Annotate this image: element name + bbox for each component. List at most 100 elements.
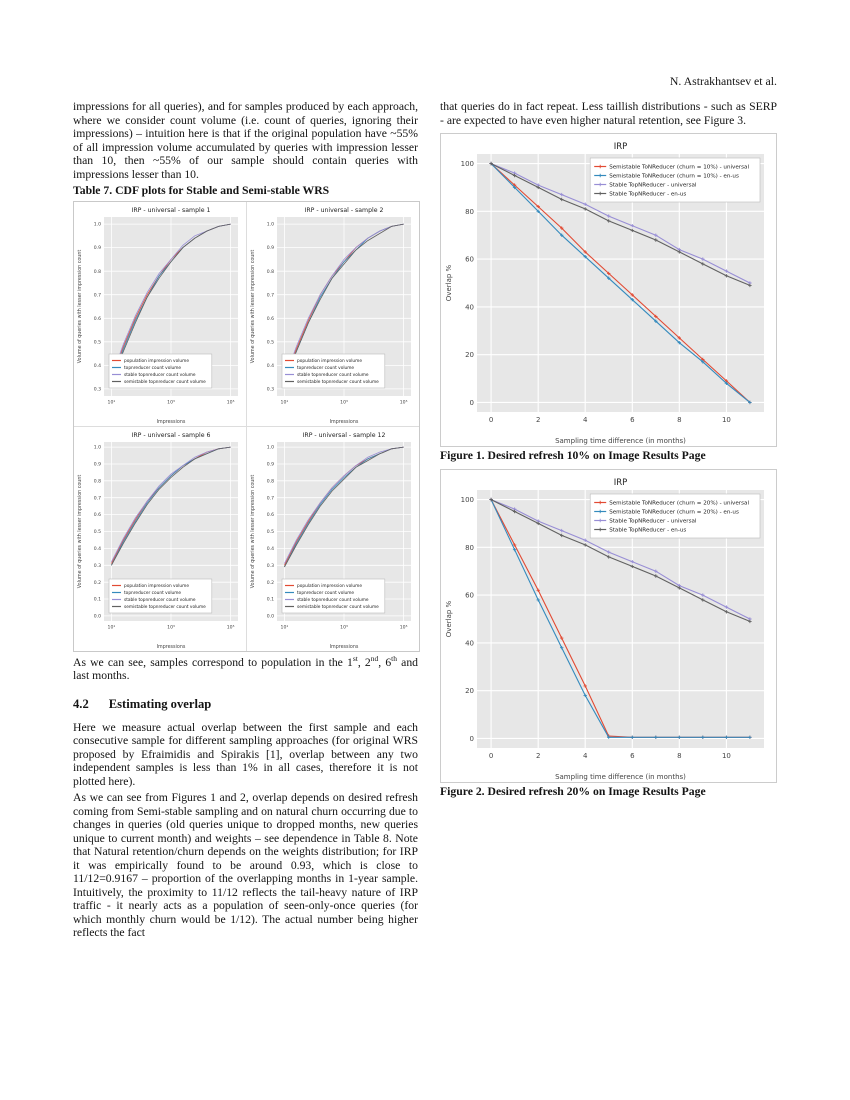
svg-text:60: 60 bbox=[465, 256, 474, 264]
svg-text:10¹: 10¹ bbox=[281, 399, 289, 405]
svg-text:Semistable ToNReducer (churn =: Semistable ToNReducer (churn = 20%) - en… bbox=[609, 509, 739, 515]
svg-text:Stable TopNReducer - universal: Stable TopNReducer - universal bbox=[609, 518, 697, 524]
svg-text:0.6: 0.6 bbox=[267, 315, 274, 321]
svg-text:8: 8 bbox=[677, 416, 681, 424]
svg-text:IRP - universal - sample 1: IRP - universal - sample 1 bbox=[132, 207, 211, 214]
svg-text:Volume of queries with lesser: Volume of queries with lesser impression… bbox=[250, 474, 256, 588]
svg-text:10³: 10³ bbox=[167, 399, 175, 405]
svg-text:20: 20 bbox=[465, 687, 474, 695]
svg-text:1.0: 1.0 bbox=[267, 444, 274, 450]
svg-text:0.1: 0.1 bbox=[94, 596, 101, 602]
svg-text:0.2: 0.2 bbox=[94, 579, 101, 585]
svg-text:Volume of queries with lesser: Volume of queries with lesser impression… bbox=[250, 249, 256, 363]
svg-text:IRP: IRP bbox=[614, 478, 628, 488]
paragraph-after-table: As we can see, samples correspond to pop… bbox=[73, 653, 418, 683]
after-table-text-part: , 6 bbox=[378, 655, 392, 669]
svg-text:population impression volume: population impression volume bbox=[297, 358, 362, 364]
svg-text:0.5: 0.5 bbox=[94, 529, 101, 535]
svg-text:semistable topnreducer count v: semistable topnreducer count volume bbox=[297, 379, 379, 385]
svg-text:2: 2 bbox=[536, 416, 540, 424]
cdf-plot-sample-12: 0.0 0.1 0.2 0.3 0.4 0.5 0.6 0.7 0.8 0.9 1.0 10¹ 10³ 1… bbox=[247, 426, 419, 651]
svg-text:IRP - universal - sample 2: IRP - universal - sample 2 bbox=[305, 207, 384, 214]
svg-text:100: 100 bbox=[461, 160, 474, 168]
svg-text:stable topnreducer count volum: stable topnreducer count volume bbox=[297, 597, 369, 603]
svg-text:0.5: 0.5 bbox=[267, 339, 274, 345]
svg-text:topnreducer count volume: topnreducer count volume bbox=[297, 365, 354, 371]
section-title: Estimating overlap bbox=[108, 696, 212, 711]
svg-text:Volume of queries with lesser: Volume of queries with lesser impression… bbox=[77, 249, 83, 363]
svg-text:Impressions: Impressions bbox=[330, 644, 359, 650]
svg-text:Sampling time difference (in m: Sampling time difference (in months) bbox=[555, 773, 686, 781]
figure1-overlap-chart: 0 20 40 60 80 100 0 2 4 6 8 10 IRP Sampling time diff… bbox=[445, 142, 764, 445]
running-header-authors: N. Astrakhantsev et al. bbox=[669, 74, 777, 88]
svg-text:0.0: 0.0 bbox=[267, 613, 274, 619]
svg-text:0.4: 0.4 bbox=[94, 546, 101, 552]
cdf-plot-sample-6: 0.0 0.1 0.2 0.3 0.4 0.5 0.6 0.7 0.8 0.9 1.0 10¹ 10³ 1… bbox=[74, 426, 246, 651]
svg-text:population impression volume: population impression volume bbox=[124, 358, 189, 364]
svg-text:10¹: 10¹ bbox=[108, 399, 116, 405]
figure2-overlap-chart: 0 20 40 60 80 100 0 2 4 6 8 10 IRP Sampling time diff… bbox=[445, 478, 764, 781]
svg-text:population impression volume: population impression volume bbox=[124, 583, 189, 589]
table7-caption: Table 7. CDF plots for Stable and Semi-s… bbox=[73, 184, 330, 197]
svg-text:2: 2 bbox=[536, 752, 540, 760]
figure1-box: 0 20 40 60 80 100 0 2 4 6 8 10 IRP Sampling time diff… bbox=[440, 133, 777, 447]
svg-text:0.1: 0.1 bbox=[267, 596, 274, 602]
section-number: 4.2 bbox=[73, 696, 89, 711]
svg-text:0.3: 0.3 bbox=[94, 386, 101, 392]
right-column: that queries do in fact repeat. Less tai… bbox=[440, 100, 777, 801]
svg-text:Semistable ToNReducer (churn =: Semistable ToNReducer (churn = 10%) - en… bbox=[609, 174, 739, 180]
superscript-nd: nd bbox=[370, 653, 379, 663]
svg-text:10³: 10³ bbox=[340, 624, 348, 630]
svg-text:1.0: 1.0 bbox=[267, 221, 274, 227]
svg-text:IRP - universal - sample 6: IRP - universal - sample 6 bbox=[132, 432, 211, 439]
svg-text:8: 8 bbox=[677, 752, 681, 760]
svg-text:100: 100 bbox=[461, 496, 474, 504]
figure1-caption: Figure 1. Desired refresh 10% on Image R… bbox=[440, 449, 706, 462]
svg-text:semistable topnreducer count v: semistable topnreducer count volume bbox=[297, 604, 379, 610]
svg-text:IRP: IRP bbox=[614, 142, 628, 152]
paragraph-queries-repeat: that queries do in fact repeat. Less tai… bbox=[440, 100, 777, 127]
svg-text:1.0: 1.0 bbox=[94, 444, 101, 450]
svg-text:IRP - universal - sample 12: IRP - universal - sample 12 bbox=[303, 432, 386, 439]
svg-text:Sampling time difference (in m: Sampling time difference (in months) bbox=[555, 437, 686, 445]
svg-text:0.7: 0.7 bbox=[94, 292, 101, 298]
svg-text:0.8: 0.8 bbox=[94, 478, 101, 484]
svg-text:stable topnreducer count volum: stable topnreducer count volume bbox=[297, 372, 369, 378]
svg-text:0.4: 0.4 bbox=[267, 363, 274, 369]
svg-text:Semistable ToNReducer (churn =: Semistable ToNReducer (churn = 20%) - un… bbox=[609, 500, 749, 506]
svg-text:0.7: 0.7 bbox=[267, 292, 274, 298]
svg-text:0.4: 0.4 bbox=[267, 546, 274, 552]
left-column: impressions for all queries), and for sa… bbox=[73, 100, 420, 943]
svg-text:10³: 10³ bbox=[167, 624, 175, 630]
svg-text:80: 80 bbox=[465, 208, 474, 216]
svg-text:0.6: 0.6 bbox=[94, 512, 101, 518]
svg-text:0: 0 bbox=[470, 399, 474, 407]
svg-text:semistable topnreducer count v: semistable topnreducer count volume bbox=[124, 604, 206, 610]
svg-text:0.9: 0.9 bbox=[94, 245, 101, 251]
svg-text:0: 0 bbox=[489, 416, 493, 424]
svg-text:Volume of queries with lesser: Volume of queries with lesser impression… bbox=[77, 474, 83, 588]
svg-text:4: 4 bbox=[583, 752, 588, 760]
paragraph-impressions: impressions for all queries), and for sa… bbox=[73, 100, 418, 181]
svg-text:topnreducer count volume: topnreducer count volume bbox=[124, 365, 181, 371]
section-heading-4-2: 4.2 Estimating overlap bbox=[73, 697, 418, 712]
svg-text:0.5: 0.5 bbox=[267, 529, 274, 535]
svg-text:60: 60 bbox=[465, 591, 474, 599]
svg-text:stable topnreducer count volum: stable topnreducer count volume bbox=[124, 597, 196, 603]
svg-text:6: 6 bbox=[630, 416, 635, 424]
svg-text:0.2: 0.2 bbox=[267, 579, 274, 585]
svg-text:0: 0 bbox=[470, 734, 474, 742]
svg-text:population impression volume: population impression volume bbox=[297, 583, 362, 589]
paragraph-overlap-measure: Here we measure actual overlap between t… bbox=[73, 720, 418, 788]
svg-text:0.8: 0.8 bbox=[267, 268, 274, 274]
svg-text:10: 10 bbox=[722, 752, 731, 760]
svg-text:0.3: 0.3 bbox=[94, 562, 101, 568]
svg-text:6: 6 bbox=[630, 752, 635, 760]
svg-text:0.5: 0.5 bbox=[94, 339, 101, 345]
cdf-plot-sample-2: 0.3 0.4 0.5 0.6 0.7 0.8 0.9 1.0 10¹ 10³ 10⁵ IRP - u… bbox=[247, 201, 419, 426]
svg-text:0.6: 0.6 bbox=[94, 315, 101, 321]
svg-text:stable topnreducer count volum: stable topnreducer count volume bbox=[124, 372, 196, 378]
svg-text:0.9: 0.9 bbox=[267, 245, 274, 251]
table7-figure-grid: 0.3 0.4 0.5 0.6 0.7 0.8 0.9 1.0 10¹ 10³ 10⁵ IRP - u… bbox=[73, 200, 420, 652]
